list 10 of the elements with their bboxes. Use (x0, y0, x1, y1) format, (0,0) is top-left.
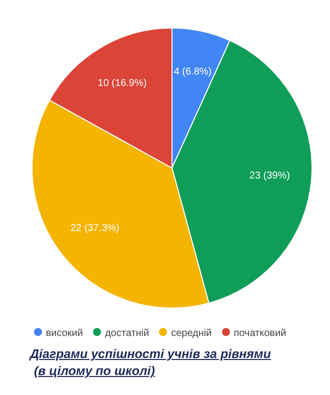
legend-label: середній (171, 328, 212, 339)
data-label: 10 (16.9%) (98, 78, 147, 90)
text: (в цілому по школі) (34, 364, 155, 378)
text: Діаграми успішності учнів за рівнями (30, 347, 271, 361)
data-label: 4 (6.8%) (174, 66, 212, 78)
legend-label: початковий (234, 328, 286, 339)
legend-label: достатній (104, 328, 150, 339)
data-label: 23 (39%) (249, 170, 290, 182)
data-label: 22 (37.3%) (70, 223, 120, 234)
legend-label: високий (46, 328, 83, 339)
